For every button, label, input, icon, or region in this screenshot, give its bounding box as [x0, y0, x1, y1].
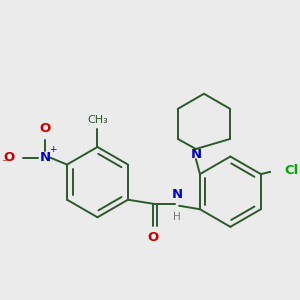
Text: N: N	[39, 151, 50, 164]
Text: ⁻: ⁻	[2, 157, 8, 170]
Text: H: H	[173, 212, 181, 222]
Text: Cl: Cl	[284, 164, 298, 177]
Text: N: N	[190, 148, 202, 160]
Text: O: O	[39, 122, 51, 135]
Text: CH₃: CH₃	[87, 115, 108, 125]
Text: O: O	[4, 151, 15, 164]
Text: O: O	[147, 231, 159, 244]
Text: N: N	[172, 188, 183, 201]
Text: +: +	[49, 145, 57, 154]
